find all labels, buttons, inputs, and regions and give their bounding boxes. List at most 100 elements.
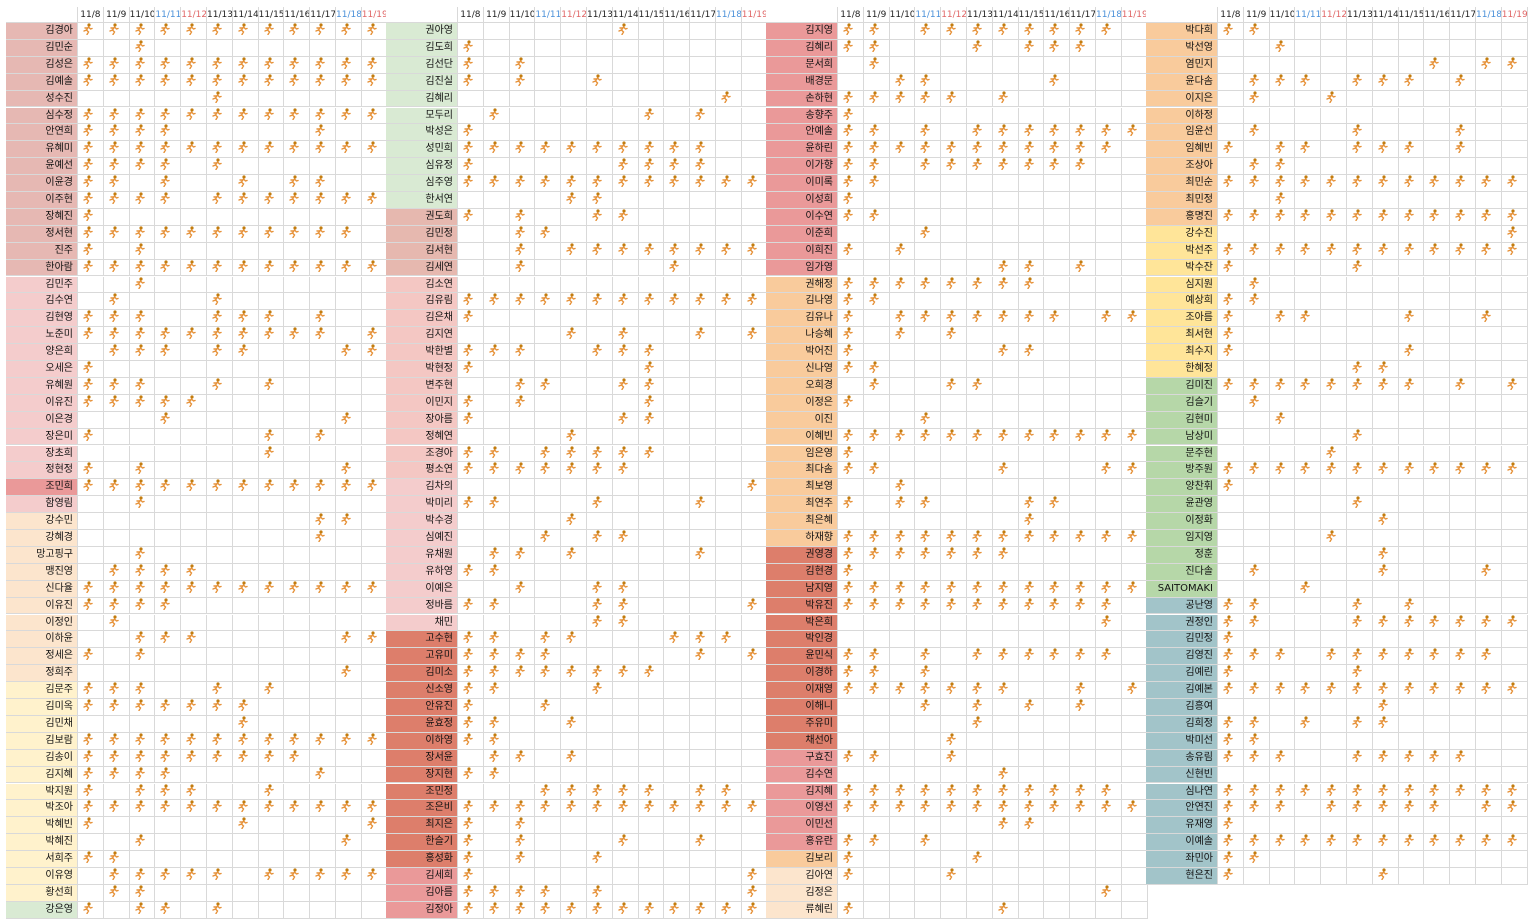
empty-cell[interactable] xyxy=(1121,141,1148,159)
empty-cell[interactable] xyxy=(1501,192,1528,209)
runner-icon[interactable] xyxy=(967,800,993,818)
runner-icon[interactable] xyxy=(612,783,639,801)
runner-icon[interactable] xyxy=(1450,834,1476,852)
empty-cell[interactable] xyxy=(1295,530,1322,547)
empty-cell[interactable] xyxy=(889,361,916,378)
empty-cell[interactable] xyxy=(838,411,864,429)
empty-cell[interactable] xyxy=(1295,563,1322,581)
person-name-cell[interactable]: 조아름 xyxy=(1146,310,1218,328)
empty-cell[interactable] xyxy=(509,496,536,514)
empty-cell[interactable] xyxy=(1044,884,1071,902)
runner-icon[interactable] xyxy=(1372,868,1399,885)
empty-cell[interactable] xyxy=(1243,530,1270,547)
empty-cell[interactable] xyxy=(1476,817,1502,835)
empty-cell[interactable] xyxy=(612,884,639,902)
empty-cell[interactable] xyxy=(863,699,890,716)
runner-icon[interactable] xyxy=(1347,496,1373,514)
runner-icon[interactable] xyxy=(458,39,484,57)
empty-cell[interactable] xyxy=(1121,73,1148,91)
empty-cell[interactable] xyxy=(561,851,587,868)
empty-cell[interactable] xyxy=(941,242,967,260)
empty-cell[interactable] xyxy=(638,851,665,868)
empty-cell[interactable] xyxy=(129,90,156,108)
empty-cell[interactable] xyxy=(967,665,993,683)
empty-cell[interactable] xyxy=(1070,90,1096,108)
empty-cell[interactable] xyxy=(992,394,1019,412)
runner-icon[interactable] xyxy=(458,665,484,683)
runner-icon[interactable] xyxy=(612,530,639,547)
empty-cell[interactable] xyxy=(103,834,130,852)
empty-cell[interactable] xyxy=(1476,107,1502,125)
empty-cell[interactable] xyxy=(638,208,665,226)
empty-cell[interactable] xyxy=(1096,901,1122,919)
empty-cell[interactable] xyxy=(207,394,233,412)
empty-cell[interactable] xyxy=(1218,563,1244,581)
empty-cell[interactable] xyxy=(741,817,768,835)
empty-cell[interactable] xyxy=(1018,884,1045,902)
empty-cell[interactable] xyxy=(1243,665,1270,683)
empty-cell[interactable] xyxy=(1269,293,1296,311)
runner-icon[interactable] xyxy=(612,208,639,226)
empty-cell[interactable] xyxy=(1044,344,1071,361)
runner-icon[interactable] xyxy=(361,192,388,209)
runner-icon[interactable] xyxy=(155,394,182,412)
empty-cell[interactable] xyxy=(1347,39,1373,57)
runner-icon[interactable] xyxy=(232,749,259,767)
runner-icon[interactable] xyxy=(863,90,890,108)
person-name-cell[interactable]: 김보람 xyxy=(6,732,78,750)
runner-icon[interactable] xyxy=(258,377,285,395)
empty-cell[interactable] xyxy=(155,682,182,699)
person-name-cell[interactable]: 이민지 xyxy=(386,394,458,412)
empty-cell[interactable] xyxy=(1121,175,1148,192)
empty-cell[interactable] xyxy=(535,327,562,345)
empty-cell[interactable] xyxy=(941,479,967,497)
empty-cell[interactable] xyxy=(1450,631,1476,649)
runner-icon[interactable] xyxy=(690,834,716,852)
runner-icon[interactable] xyxy=(1218,597,1244,615)
empty-cell[interactable] xyxy=(690,817,716,835)
empty-cell[interactable] xyxy=(129,817,156,835)
runner-icon[interactable] xyxy=(483,901,510,919)
runner-icon[interactable] xyxy=(509,884,536,902)
empty-cell[interactable] xyxy=(1269,715,1296,733)
runner-icon[interactable] xyxy=(1018,699,1045,716)
runner-icon[interactable] xyxy=(155,766,182,784)
runner-icon[interactable] xyxy=(1218,715,1244,733)
runner-icon[interactable] xyxy=(1398,242,1425,260)
empty-cell[interactable] xyxy=(361,648,388,666)
empty-cell[interactable] xyxy=(941,208,967,226)
empty-cell[interactable] xyxy=(78,496,104,514)
empty-cell[interactable] xyxy=(1372,411,1399,429)
person-name-cell[interactable]: 장서윤 xyxy=(386,749,458,767)
runner-icon[interactable] xyxy=(232,699,259,716)
runner-icon[interactable] xyxy=(207,868,233,885)
runner-icon[interactable] xyxy=(1372,462,1399,480)
empty-cell[interactable] xyxy=(889,631,916,649)
empty-cell[interactable] xyxy=(1372,428,1399,446)
runner-icon[interactable] xyxy=(741,479,768,497)
empty-cell[interactable] xyxy=(1398,496,1425,514)
empty-cell[interactable] xyxy=(716,648,742,666)
person-name-cell[interactable]: 진주 xyxy=(6,242,78,260)
runner-icon[interactable] xyxy=(1347,428,1373,446)
runner-icon[interactable] xyxy=(1070,699,1096,716)
empty-cell[interactable] xyxy=(458,242,484,260)
runner-icon[interactable] xyxy=(863,208,890,226)
runner-icon[interactable] xyxy=(838,834,864,852)
empty-cell[interactable] xyxy=(535,851,562,868)
empty-cell[interactable] xyxy=(664,344,691,361)
empty-cell[interactable] xyxy=(1096,699,1122,716)
empty-cell[interactable] xyxy=(863,496,890,514)
runner-icon[interactable] xyxy=(741,597,768,615)
empty-cell[interactable] xyxy=(1321,344,1347,361)
person-name-cell[interactable]: 이경하 xyxy=(766,665,838,683)
runner-icon[interactable] xyxy=(1070,580,1096,598)
person-name-cell[interactable]: 장지현 xyxy=(386,766,458,784)
runner-icon[interactable] xyxy=(664,631,691,649)
empty-cell[interactable] xyxy=(310,682,336,699)
empty-cell[interactable] xyxy=(1424,546,1451,564)
runner-icon[interactable] xyxy=(1347,73,1373,91)
empty-cell[interactable] xyxy=(1321,732,1347,750)
runner-icon[interactable] xyxy=(638,107,665,125)
runner-icon[interactable] xyxy=(638,175,665,192)
